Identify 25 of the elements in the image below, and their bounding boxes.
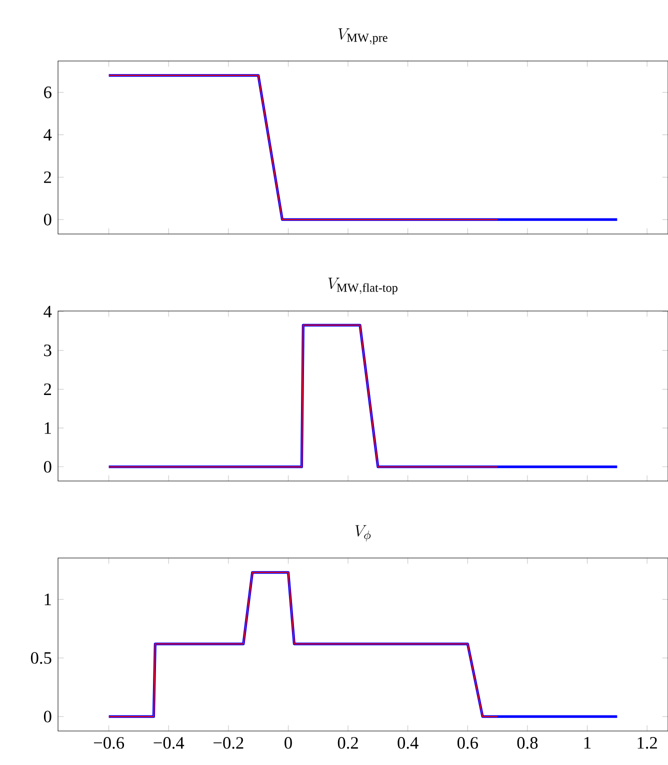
- y-tick-label: 0: [44, 710, 52, 722]
- y-tick-label: 2: [44, 383, 52, 395]
- y-tick-label: 4: [44, 306, 52, 318]
- x-tick-label: 0: [284, 737, 292, 749]
- y-tick-label: 0.5: [30, 652, 52, 664]
- y-tick-label: 6: [44, 86, 52, 98]
- chart-title: $V_{\mathrm{MW,pre}}$: [338, 28, 388, 44]
- y-tick-label: 1: [44, 594, 51, 606]
- chart-title: $V_{\phi}$: [355, 525, 371, 542]
- y-tick-label: 0: [44, 214, 52, 226]
- y-tick-label: 1: [44, 422, 51, 434]
- x-tick-label: −0.6: [94, 737, 124, 749]
- x-tick-label: 1.2: [638, 737, 657, 749]
- x-tick-label: 0.6: [457, 737, 478, 749]
- x-tick-label: 0.8: [517, 737, 538, 749]
- y-tick-label: 0: [44, 460, 52, 473]
- chart-title: $V_{\mathrm{MW,flat\text{-}top}}$: [328, 278, 398, 294]
- x-tick-label: −0.4: [154, 737, 184, 749]
- y-tick-label: 4: [44, 129, 52, 140]
- y-tick-label: 2: [44, 171, 52, 183]
- x-tick-label: 1: [584, 737, 591, 748]
- x-tick-label: −0.2: [214, 737, 244, 749]
- y-tick-label: 3: [44, 344, 52, 356]
- x-tick-label: 0.2: [338, 737, 358, 749]
- x-tick-label: 0.4: [398, 737, 418, 749]
